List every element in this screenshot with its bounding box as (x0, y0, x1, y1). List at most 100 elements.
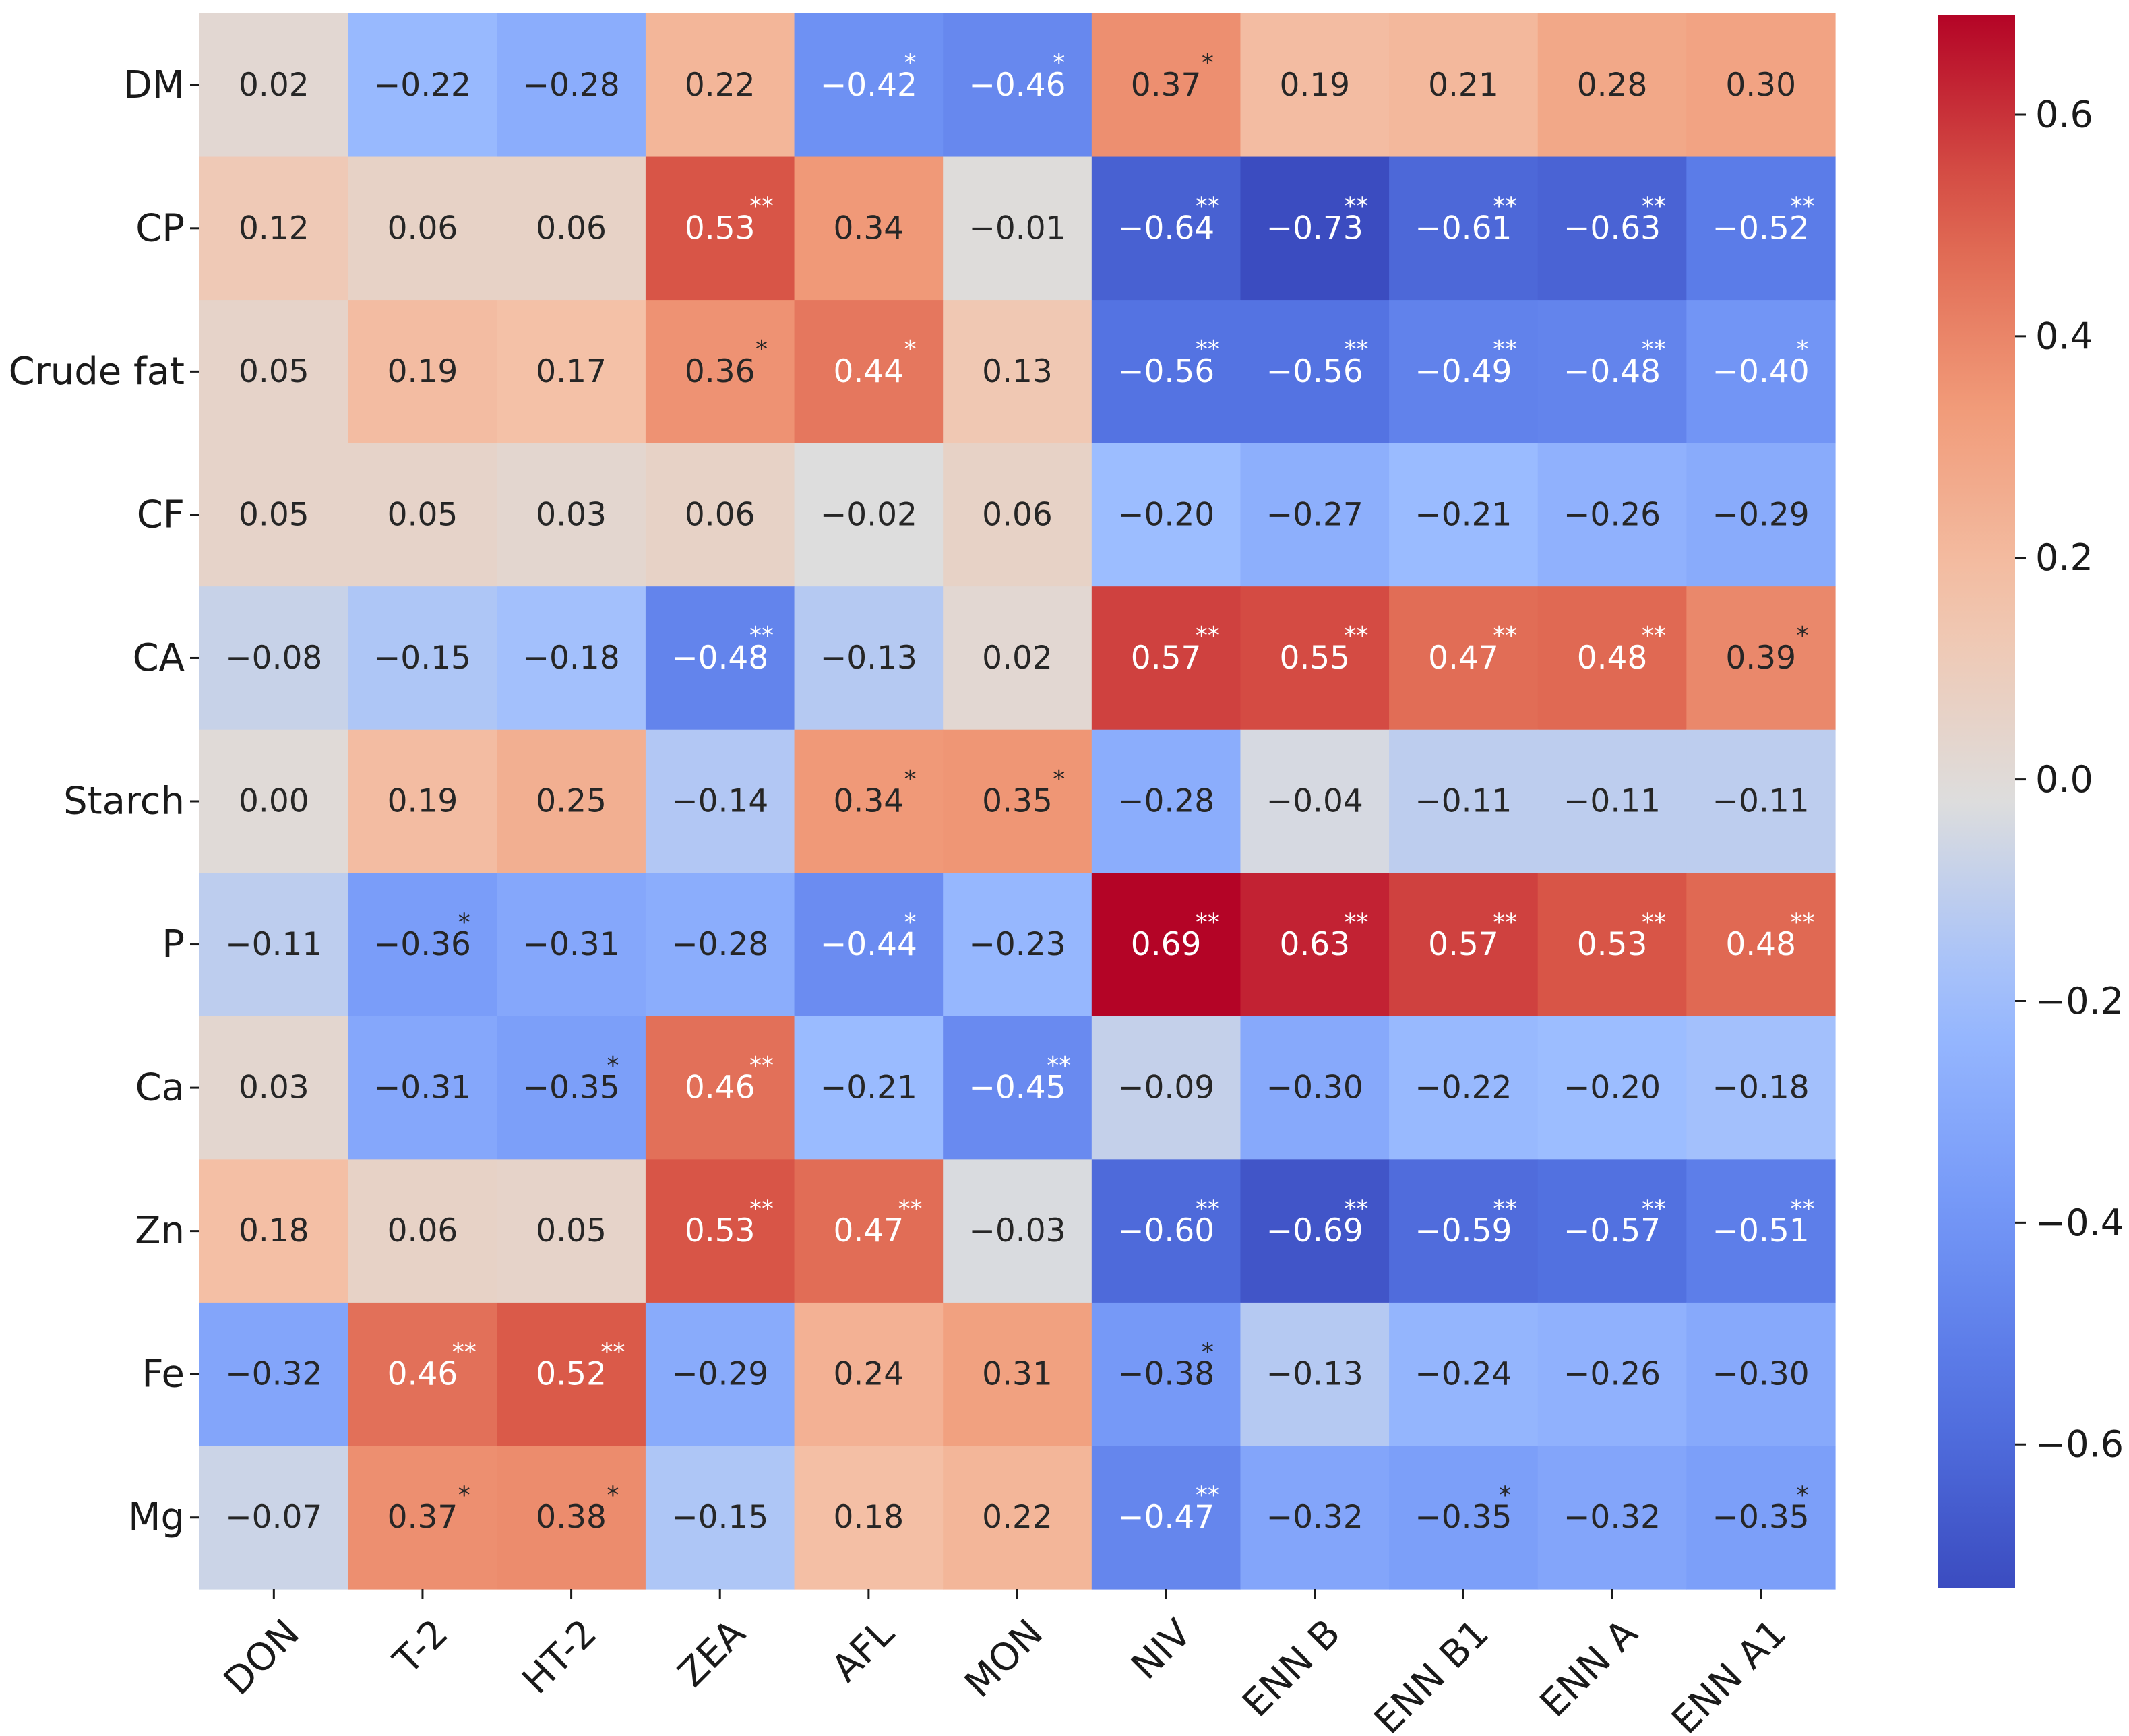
cell-value-label: −0.27 (1266, 496, 1363, 533)
significance-marker: ** (1196, 1195, 1220, 1222)
significance-marker: ** (1196, 622, 1220, 650)
cell-value-label: −0.29 (1713, 496, 1810, 533)
heatmap-cell (1389, 13, 1539, 158)
cell-value-label: 0.53 (1577, 926, 1648, 963)
cell-value-label: −0.35 (523, 1070, 620, 1107)
significance-marker: * (1053, 49, 1065, 77)
colorbar-tick-label: 0.6 (2035, 93, 2093, 135)
cell-value-label: 0.46 (685, 1070, 755, 1107)
heatmap-cell (1686, 729, 1836, 873)
cell-value-label: −0.32 (225, 1356, 322, 1393)
significance-marker: * (1796, 622, 1808, 650)
significance-marker: * (1202, 49, 1214, 77)
cell-value-label: −0.49 (1415, 353, 1512, 390)
heatmap-cell (794, 156, 944, 301)
heatmap-cell (497, 1302, 646, 1447)
cell-value-label: 0.06 (536, 210, 607, 247)
heatmap-cell (1389, 1159, 1539, 1303)
cell-value-label: −0.57 (1564, 1212, 1661, 1249)
heatmap-cell (199, 586, 349, 731)
significance-marker: ** (1642, 336, 1666, 363)
heatmap-cell (1537, 729, 1687, 873)
heatmap-cell (199, 1446, 349, 1590)
heatmap-cell (645, 443, 795, 587)
cell-value-label: 0.12 (239, 210, 309, 247)
heatmap-cell (1537, 586, 1687, 731)
cell-value-label: 0.03 (239, 1070, 309, 1107)
cell-value-label: −0.01 (968, 210, 1066, 247)
cell-value-label: 0.34 (834, 783, 904, 820)
heatmap-cell (1091, 1446, 1241, 1590)
heatmap-cell (1686, 1016, 1836, 1160)
cell-value-label: −0.15 (671, 1499, 768, 1536)
cell-value-label: 0.19 (1279, 67, 1350, 104)
cell-value-label: −0.11 (1713, 783, 1810, 820)
heatmap-cell (1389, 156, 1539, 301)
heatmap-cell (1389, 300, 1539, 444)
cell-value-label: 0.05 (388, 496, 458, 533)
heatmap-cell (1091, 13, 1241, 158)
heatmap-cell (199, 300, 349, 444)
cell-value-label: 0.18 (834, 1499, 904, 1536)
cell-value-label: 0.22 (982, 1499, 1053, 1536)
row-label: Zn (135, 1209, 185, 1253)
colorbar-tick-label: 0.0 (2035, 758, 2093, 801)
cell-value-label: −0.61 (1415, 210, 1512, 247)
heatmap-cell (1091, 1016, 1241, 1160)
significance-marker: * (904, 908, 917, 936)
colorbar-tick-label: −0.4 (2035, 1202, 2124, 1244)
row-label: CA (133, 636, 185, 680)
cell-value-label: 0.00 (239, 783, 309, 820)
heatmap-cell (1240, 156, 1390, 301)
heatmap-cell (497, 1016, 646, 1160)
heatmap-cell (497, 729, 646, 873)
cell-value-label: −0.04 (1266, 783, 1363, 820)
cell-value-label: −0.13 (820, 640, 917, 677)
heatmap-cell (943, 1016, 1092, 1160)
row-label: DM (123, 63, 185, 107)
heatmap-cell (199, 729, 349, 873)
heatmap-cell (497, 443, 646, 587)
cell-value-label: −0.07 (225, 1499, 322, 1536)
heatmap-cell (794, 1446, 944, 1590)
heatmap-cell (497, 156, 646, 301)
significance-marker: ** (1345, 336, 1369, 363)
heatmap-cell (645, 1016, 795, 1160)
cell-value-label: −0.40 (1713, 353, 1810, 390)
row-labels: DM CP Crude fat CF CA Starch P Ca Zn Fe Mg (9, 63, 199, 1539)
cell-value-label: 0.05 (239, 353, 309, 390)
heatmap-cell (1091, 443, 1241, 587)
significance-marker: ** (1642, 622, 1666, 650)
cell-value-label: −0.44 (820, 926, 917, 963)
cell-value-label: −0.03 (968, 1212, 1066, 1249)
heatmap-cell (497, 873, 646, 1017)
heatmap-cell (645, 1159, 795, 1303)
cell-value-label: −0.30 (1266, 1070, 1363, 1107)
heatmap-cell (1240, 1446, 1390, 1590)
row-label: CP (135, 206, 185, 250)
significance-marker: ** (1493, 908, 1517, 936)
cell-value-label: −0.45 (968, 1070, 1066, 1107)
cell-value-label: 0.18 (239, 1212, 309, 1249)
heatmap-cell (794, 1302, 944, 1447)
significance-marker: * (1796, 1481, 1808, 1509)
heatmap-cell (794, 586, 944, 731)
heatmap-cell (348, 729, 497, 873)
cell-value-label: −0.28 (671, 926, 768, 963)
significance-marker: ** (1345, 622, 1369, 650)
column-label: MON (956, 1611, 1051, 1706)
heatmap-cell (1686, 13, 1836, 158)
heatmap-cell (645, 1446, 795, 1590)
heatmap-cell (199, 1159, 349, 1303)
cell-value-label: 0.24 (834, 1356, 904, 1393)
heatmap-cell (1091, 300, 1241, 444)
heatmap-cell (943, 300, 1092, 444)
significance-marker: ** (452, 1338, 476, 1366)
cell-value-label: −0.73 (1266, 210, 1363, 247)
heatmap-cell (1537, 1302, 1687, 1447)
heatmap-cell (199, 13, 349, 158)
cell-value-label: −0.63 (1564, 210, 1661, 247)
heatmap-cell (1240, 443, 1390, 587)
heatmap-cell (943, 1159, 1092, 1303)
